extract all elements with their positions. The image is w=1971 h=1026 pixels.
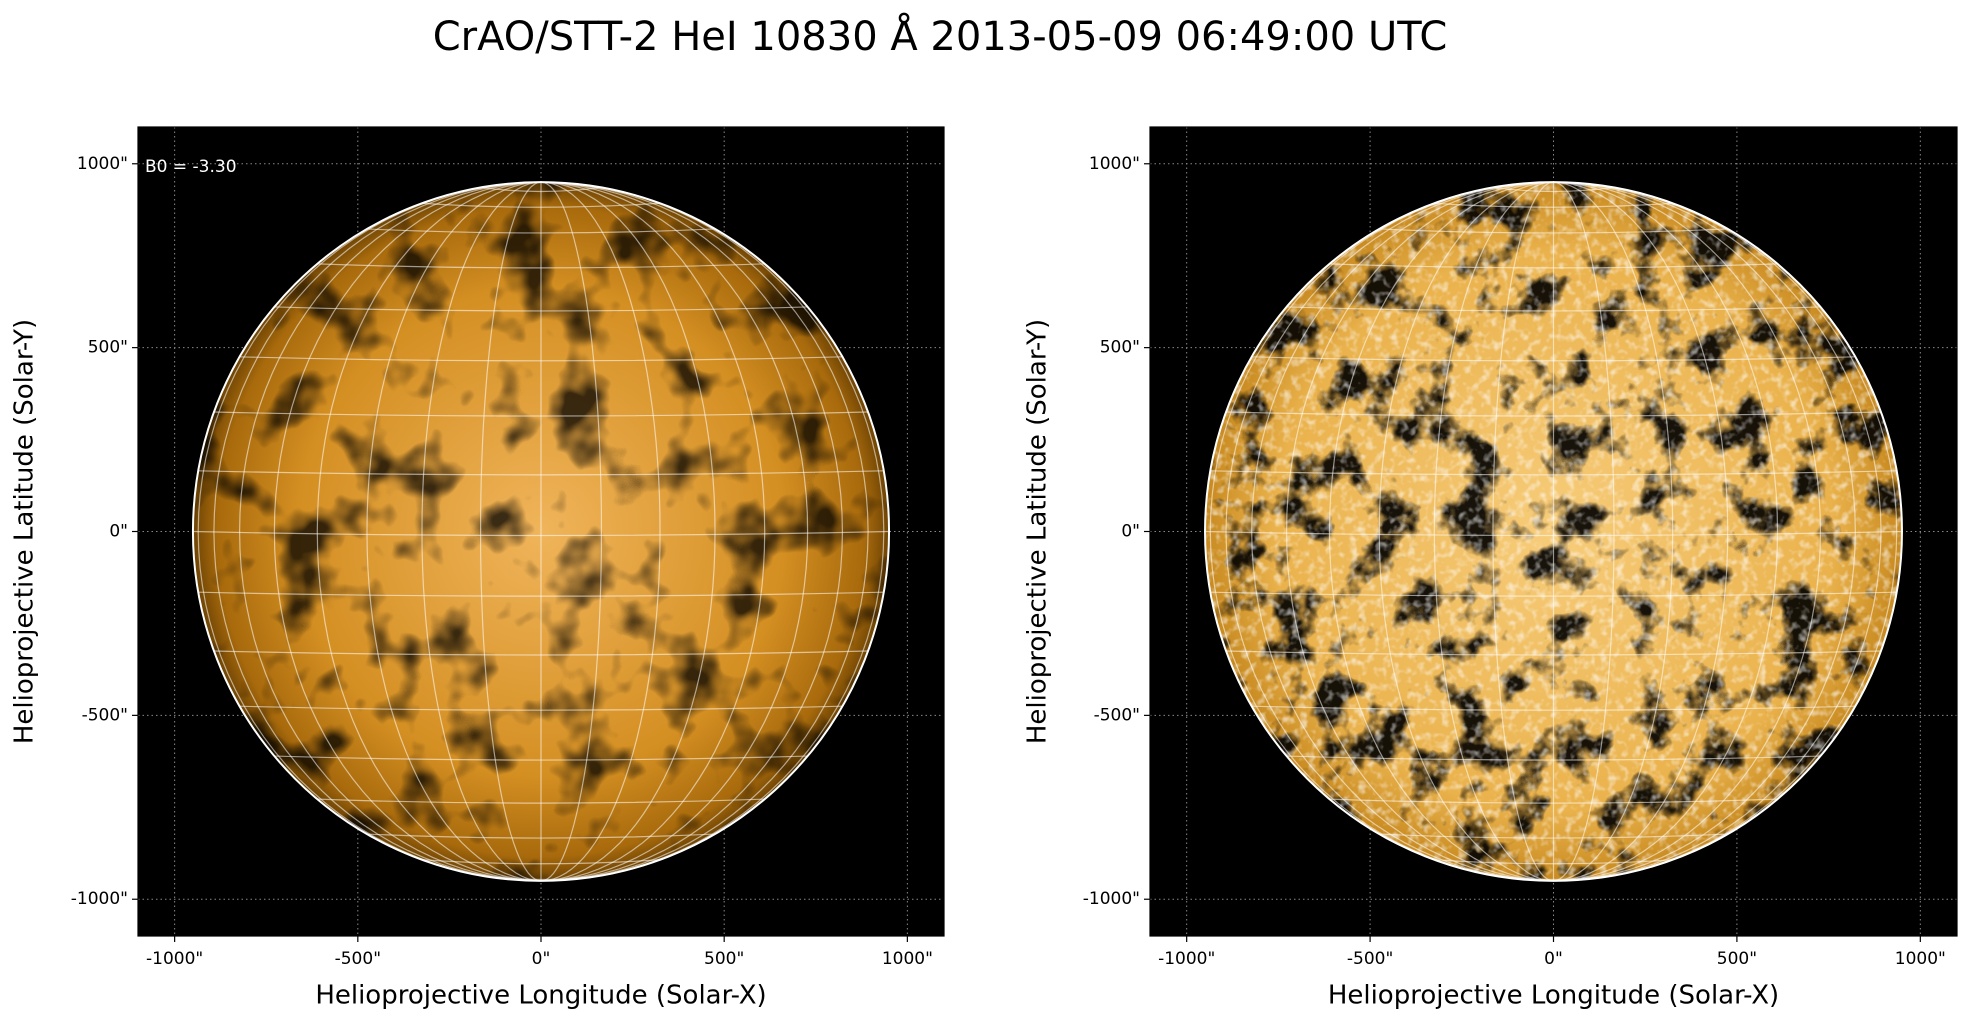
parallel xyxy=(239,356,843,362)
parallel xyxy=(1379,833,1728,839)
x-tick-label: 1000" xyxy=(882,949,933,969)
x-axis-label: Helioprojective Longitude (Solar-X) xyxy=(315,981,766,1011)
meridian xyxy=(480,182,542,881)
parallel xyxy=(198,470,884,476)
limb xyxy=(191,181,891,882)
y-axis-label: Helioprojective Latitude (Solar-Y) xyxy=(1023,319,1053,744)
parallel xyxy=(198,591,884,597)
meridian xyxy=(1553,182,1674,881)
limb xyxy=(1204,181,1903,882)
parallel xyxy=(366,833,716,839)
parallel xyxy=(213,411,869,417)
parallel xyxy=(1492,186,1615,193)
meridian xyxy=(1378,182,1554,881)
meridian xyxy=(1251,182,1554,881)
panel: -1000" -500" 0" 500" 1000" -1000" -500" 0" 500" 1… xyxy=(10,126,945,1011)
x-axis-label: Helioprojective Longitude (Solar-X) xyxy=(1328,981,1779,1011)
parallel xyxy=(421,859,661,865)
x-tick-label: 1000" xyxy=(1895,949,1946,969)
parallel xyxy=(317,798,765,804)
x-tick-label: 0" xyxy=(532,949,551,969)
figure-title: CrAO/STT-2 HeI 10830 Å 2013-05-09 06:49:… xyxy=(433,12,1448,60)
y-tick-label: 500" xyxy=(1100,338,1140,358)
parallel xyxy=(1205,530,1902,537)
meridian xyxy=(540,182,716,881)
parallel xyxy=(1226,650,1881,656)
meridian xyxy=(1285,182,1554,881)
parallel xyxy=(274,755,808,761)
y-tick-label: -500" xyxy=(1094,705,1140,725)
axes-frame xyxy=(1149,126,1958,937)
y-tick-label: -1000" xyxy=(1083,889,1140,909)
parallel xyxy=(192,530,890,537)
parallel xyxy=(421,202,661,208)
meridian xyxy=(1553,182,1729,881)
y-tick-label: -1000" xyxy=(71,889,128,909)
parallel xyxy=(1251,356,1856,362)
parallel xyxy=(1434,859,1673,865)
parallel xyxy=(317,263,765,269)
y-tick-label: 0" xyxy=(109,522,128,542)
parallel xyxy=(1379,228,1728,234)
meridian xyxy=(1553,182,1779,881)
meridian xyxy=(421,182,542,881)
meridian xyxy=(316,182,542,881)
y-tick-label: 1000" xyxy=(77,154,128,174)
parallel xyxy=(239,705,843,711)
parallel xyxy=(274,306,808,312)
meridian xyxy=(540,182,766,881)
parallel xyxy=(1226,411,1881,417)
parallel xyxy=(1329,798,1778,804)
meridian xyxy=(1553,182,1822,881)
meridian xyxy=(273,182,542,881)
annotation: B0 = -3.30 xyxy=(145,157,237,177)
y-tick-label: 500" xyxy=(88,338,128,358)
x-tick-label: 0" xyxy=(1544,949,1563,969)
x-tick-label: 500" xyxy=(704,949,744,969)
meridian xyxy=(540,182,661,881)
parallel xyxy=(366,228,716,234)
y-tick-label: -500" xyxy=(82,705,128,725)
y-axis-label: Helioprojective Latitude (Solar-Y) xyxy=(10,319,40,744)
meridian xyxy=(366,182,542,881)
meridian xyxy=(540,182,809,881)
heliographic-grid xyxy=(1205,182,1902,881)
meridian xyxy=(540,182,844,881)
meridian xyxy=(1553,182,1856,881)
heliographic-grid xyxy=(192,182,890,881)
x-tick-label: -1000" xyxy=(146,949,203,969)
x-tick-label: -500" xyxy=(335,949,381,969)
meridian xyxy=(1328,182,1554,881)
x-tick-label: 500" xyxy=(1717,949,1757,969)
y-tick-label: 1000" xyxy=(1089,154,1140,174)
parallel xyxy=(1286,755,1821,761)
parallel xyxy=(1210,591,1897,597)
x-tick-label: -1000" xyxy=(1158,949,1215,969)
panel: -1000" -500" 0" 500" 1000" -1000" -500" 0" 500" 1… xyxy=(1023,126,1958,1011)
parallel xyxy=(1251,705,1856,711)
y-tick-label: 0" xyxy=(1121,522,1140,542)
x-tick-label: -500" xyxy=(1347,949,1393,969)
meridian xyxy=(238,182,542,881)
parallel xyxy=(1286,306,1821,312)
parallel xyxy=(1434,202,1673,208)
meridian xyxy=(540,182,602,881)
parallel xyxy=(480,186,602,193)
meridian xyxy=(1553,182,1615,881)
parallel xyxy=(213,650,869,656)
parallel xyxy=(1210,470,1897,476)
meridian xyxy=(1492,182,1554,881)
meridian xyxy=(1433,182,1554,881)
axes-frame xyxy=(137,126,945,937)
parallel xyxy=(1329,263,1778,269)
